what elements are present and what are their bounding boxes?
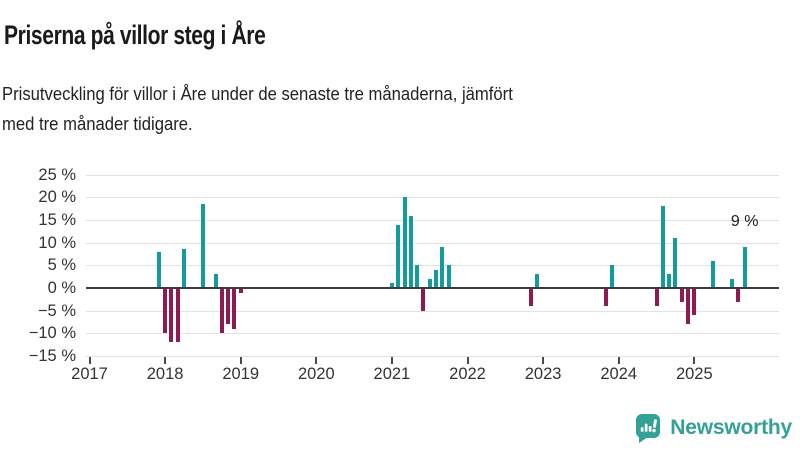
- chart-gridline: [86, 355, 779, 357]
- chart-bar: [604, 288, 609, 307]
- y-axis-tick-label: 25 %: [38, 165, 76, 184]
- chart-bar: [402, 197, 407, 288]
- newsworthy-logo[interactable]: Newsworthy: [634, 413, 792, 443]
- x-axis-tick-mark: [617, 357, 620, 364]
- chart-bar: [163, 288, 168, 334]
- x-axis-year-label: 2022: [449, 365, 486, 383]
- chart-bar: [434, 269, 438, 288]
- chart-bar: [200, 204, 205, 288]
- chart-bar: [654, 288, 659, 307]
- chart-bar: [156, 251, 161, 288]
- chart-bar: [427, 278, 432, 288]
- newsworthy-speech-bubble-chart-icon: [636, 414, 661, 443]
- chart-bar: [182, 249, 186, 288]
- chart-gridline: [86, 265, 779, 267]
- chart-subtitle: Prisutveckling för villor i Åre under de…: [2, 79, 570, 139]
- x-axis-year-label: 2023: [524, 365, 562, 383]
- x-axis-tick-mark: [693, 357, 696, 364]
- chart-bar: [226, 288, 231, 325]
- chart-gridline: [86, 197, 779, 199]
- y-axis-tick-label: 10 %: [38, 233, 76, 252]
- y-axis-tick-label: 15 %: [38, 211, 76, 230]
- page-title: Priserna på villor steg i Åre: [4, 20, 339, 51]
- chart-bar: [673, 238, 678, 288]
- subtitle-line: Prisutveckling för villor i Åre under de…: [2, 83, 513, 104]
- x-axis-tick-mark: [466, 357, 469, 364]
- x-axis-year-label: 2024: [600, 365, 638, 383]
- x-axis-year-label: 2025: [675, 365, 713, 383]
- value-annotation: 9 %: [730, 213, 759, 230]
- chart-bar: [213, 274, 218, 288]
- x-axis-tick-mark: [164, 357, 167, 364]
- x-axis-tick-mark: [542, 357, 545, 364]
- subtitle-line: med tre månader tidigare.: [2, 113, 193, 134]
- x-axis-year-label: 2018: [146, 365, 184, 383]
- y-axis-tick-label: −15 %: [28, 346, 76, 365]
- x-axis-tick-mark: [390, 357, 393, 364]
- x-axis-year-label: 2020: [297, 365, 335, 383]
- chart-bar: [169, 288, 174, 343]
- chart-zero-line: [86, 287, 779, 289]
- chart-bar: [446, 265, 451, 288]
- y-axis-tick-label: 5 %: [47, 256, 76, 275]
- chart-gridline: [86, 174, 779, 176]
- chart-bar: [686, 288, 690, 325]
- y-axis-tick-label: 20 %: [38, 188, 76, 207]
- chart-bar: [219, 288, 224, 334]
- chart-bar: [692, 288, 697, 316]
- chart-gridline: [86, 242, 779, 244]
- y-axis-tick-label: −10 %: [28, 324, 76, 343]
- y-axis-tick-label: 0 %: [47, 279, 76, 297]
- chart-bar: [415, 265, 420, 288]
- x-axis-year-label: 2021: [373, 365, 411, 383]
- x-axis-tick-mark: [239, 357, 242, 364]
- chart-bar: [528, 288, 533, 307]
- chart-bar: [711, 260, 716, 288]
- chart-bar: [440, 247, 445, 288]
- chart-gridline: [86, 333, 779, 335]
- x-axis-tick-mark: [315, 357, 318, 364]
- chart-bar: [534, 274, 539, 288]
- chart-bar: [396, 224, 401, 288]
- chart-bar: [232, 288, 237, 329]
- x-axis-tick-mark: [88, 357, 91, 364]
- chart-bar: [610, 265, 615, 288]
- chart-bar: [742, 247, 747, 288]
- page-title-text: Priserna på villor steg i Åre: [4, 20, 266, 51]
- chart-bar: [679, 288, 684, 302]
- chart-bar: [389, 283, 394, 288]
- chart-bar: [421, 288, 426, 311]
- y-axis-tick-label: −5 %: [37, 301, 76, 320]
- chart-bar: [736, 288, 741, 302]
- chart-bar: [667, 274, 672, 288]
- brand-name: Newsworthy: [670, 416, 792, 439]
- x-axis-year-label: 2019: [222, 365, 260, 383]
- chart-gridline: [86, 310, 779, 312]
- chart-bar: [730, 278, 735, 288]
- chart-gridline: [86, 220, 779, 222]
- chart-bar: [238, 288, 243, 293]
- x-axis-year-label: 2017: [71, 365, 108, 383]
- chart-bar: [660, 206, 665, 288]
- chart-bar: [175, 288, 180, 343]
- chart-bar: [408, 215, 413, 288]
